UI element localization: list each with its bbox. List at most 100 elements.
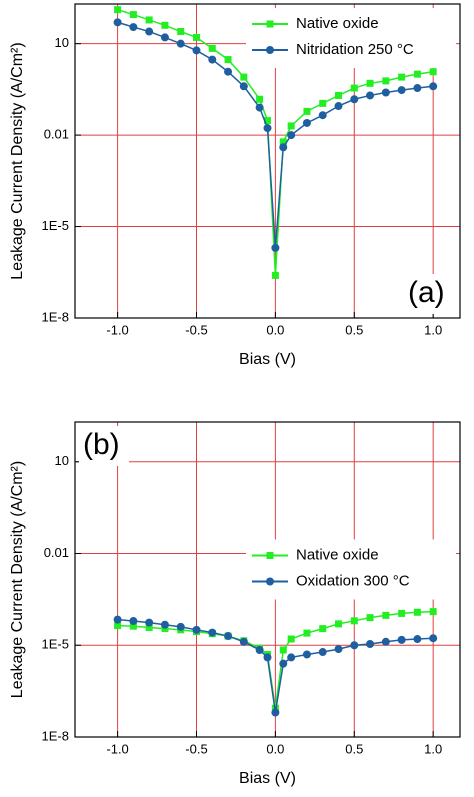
marker (192, 46, 201, 55)
marker (279, 138, 287, 146)
marker (224, 56, 232, 64)
marker (366, 639, 375, 648)
x-tick-label: -0.5 (185, 741, 207, 756)
marker (350, 641, 359, 650)
marker (160, 620, 169, 629)
marker (429, 608, 437, 616)
plot-frame (74, 3, 461, 319)
marker (413, 70, 421, 78)
panel-label: (a) (408, 276, 445, 309)
marker (279, 646, 287, 654)
y-tick-label: 1E-8 (42, 309, 69, 324)
marker (256, 95, 264, 103)
x-tick-label: 0.5 (345, 741, 363, 756)
marker (161, 21, 169, 29)
marker (350, 84, 358, 92)
marker (255, 645, 264, 654)
marker (176, 622, 185, 631)
legend-box (246, 8, 456, 68)
marker (302, 650, 311, 659)
marker (303, 107, 311, 115)
marker (334, 102, 343, 111)
x-tick-label: -1.0 (106, 322, 128, 337)
y-tick-label: 1E-5 (42, 218, 69, 233)
x-tick-label: 0.5 (345, 322, 363, 337)
marker (397, 86, 406, 95)
marker (319, 99, 327, 107)
y-axis-title: Leakage Current Density (A/Cm²) (9, 461, 26, 698)
marker (266, 552, 274, 559)
marker (266, 577, 274, 586)
marker (271, 708, 280, 717)
panel-label: (b) (83, 428, 120, 461)
marker (413, 84, 422, 93)
marker (145, 27, 154, 36)
y-tick-label: 10 (55, 35, 69, 50)
marker (303, 629, 311, 637)
marker (129, 23, 138, 32)
legend-box (246, 539, 456, 600)
panel-label-box (404, 274, 454, 314)
y-tick-label: 0.01 (44, 127, 69, 142)
marker (335, 91, 343, 99)
marker (429, 82, 438, 91)
legend-label: Native oxide (296, 546, 379, 563)
legend-label: Oxidation 300 °C (296, 572, 410, 589)
marker (366, 91, 375, 100)
marker (350, 95, 359, 104)
x-axis-title: Bias (V) (239, 351, 296, 368)
marker (192, 33, 200, 41)
marker (145, 624, 153, 632)
x-tick-label: -1.0 (106, 741, 128, 756)
marker (334, 645, 343, 654)
x-tick-label: 0.0 (266, 741, 284, 756)
marker (279, 659, 288, 668)
marker (240, 73, 248, 81)
marker (413, 608, 421, 616)
marker (208, 44, 216, 52)
marker (176, 39, 185, 48)
y-axis-title: Leakage Current Density (A/Cm²) (9, 42, 26, 279)
x-tick-label: -0.5 (185, 322, 207, 337)
marker (335, 620, 343, 628)
marker (279, 143, 288, 152)
marker (398, 73, 406, 81)
marker (255, 103, 264, 112)
marker (129, 617, 138, 626)
marker (381, 88, 390, 97)
marker (263, 653, 272, 662)
marker (266, 46, 274, 54)
marker (398, 609, 406, 617)
x-tick-label: 1.0 (424, 741, 442, 756)
marker (319, 625, 327, 633)
legend-label: Native oxide (296, 15, 379, 32)
marker (160, 33, 169, 42)
marker (145, 16, 153, 24)
marker (113, 18, 122, 27)
y-tick-label: 0.01 (44, 545, 69, 560)
marker (287, 653, 296, 662)
marker (224, 632, 233, 641)
marker (287, 122, 295, 130)
marker (271, 271, 279, 279)
marker (366, 614, 374, 622)
marker (114, 622, 122, 630)
marker (382, 611, 390, 619)
marker (145, 618, 154, 627)
y-tick-label: 1E-8 (42, 728, 69, 743)
marker (318, 111, 327, 120)
marker (302, 118, 311, 127)
marker (413, 635, 422, 644)
marker (287, 635, 295, 643)
marker (429, 634, 438, 643)
marker (192, 625, 201, 634)
marker (113, 615, 122, 624)
marker (350, 617, 358, 625)
marker (114, 6, 122, 14)
marker (224, 67, 233, 76)
marker (382, 77, 390, 85)
marker (381, 637, 390, 646)
plot-frame (74, 421, 461, 738)
